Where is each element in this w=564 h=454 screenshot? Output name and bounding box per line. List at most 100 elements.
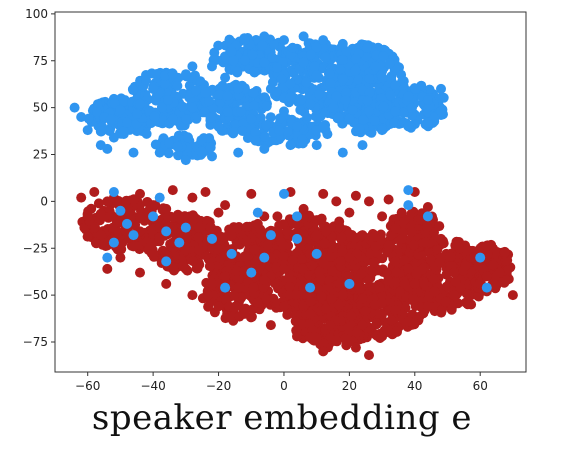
y-tick-label: −50	[23, 288, 48, 302]
data-point	[241, 236, 252, 247]
data-point	[335, 256, 346, 267]
data-point	[337, 147, 348, 158]
data-point	[233, 83, 244, 94]
data-point	[337, 246, 347, 257]
data-point	[236, 106, 247, 117]
data-point	[326, 293, 337, 304]
data-point	[249, 244, 260, 255]
data-point	[311, 215, 322, 226]
data-point	[428, 274, 439, 285]
y-tick-label: −75	[23, 335, 48, 349]
data-point	[135, 188, 145, 199]
data-point	[207, 103, 218, 114]
data-point	[311, 42, 322, 53]
data-point	[410, 84, 421, 95]
data-point	[403, 91, 414, 102]
data-point	[239, 35, 250, 46]
data-point	[292, 218, 302, 229]
data-point	[492, 247, 502, 257]
data-point	[325, 251, 336, 262]
y-tick-label: −25	[23, 241, 48, 255]
data-point	[265, 230, 276, 241]
data-point	[213, 207, 224, 218]
data-point	[350, 53, 361, 64]
data-point	[285, 78, 296, 89]
data-point	[481, 271, 492, 282]
data-point	[167, 185, 178, 196]
data-point	[370, 241, 381, 252]
data-point	[390, 256, 401, 267]
data-point	[128, 230, 139, 241]
data-point	[180, 222, 191, 233]
data-point	[246, 267, 257, 278]
data-point	[150, 139, 161, 150]
data-point	[354, 123, 365, 134]
data-point	[109, 98, 120, 109]
data-point	[259, 57, 270, 68]
data-point	[436, 233, 446, 244]
data-point	[337, 55, 348, 65]
data-point	[188, 256, 198, 267]
data-point	[156, 102, 167, 113]
data-point	[395, 286, 405, 297]
data-point	[321, 303, 332, 314]
data-point	[82, 125, 93, 136]
data-point	[449, 267, 459, 278]
data-point	[390, 106, 401, 117]
data-point	[222, 91, 233, 101]
data-point	[220, 271, 231, 282]
data-point	[254, 264, 265, 275]
data-point	[298, 31, 309, 42]
data-point	[149, 111, 160, 122]
data-point	[181, 114, 191, 125]
data-point	[196, 146, 207, 157]
data-point	[422, 202, 433, 212]
data-point	[159, 70, 170, 81]
data-point	[250, 135, 261, 146]
data-point	[352, 74, 363, 85]
data-point	[337, 38, 348, 49]
data-point	[187, 192, 198, 203]
data-point	[378, 51, 389, 62]
x-tick-label: 20	[342, 379, 357, 393]
data-point	[481, 282, 492, 293]
data-point	[391, 267, 402, 278]
data-point	[356, 269, 367, 279]
data-point	[102, 143, 113, 154]
data-point	[399, 278, 410, 289]
data-point	[204, 133, 215, 144]
data-point	[167, 113, 178, 124]
data-point	[167, 68, 178, 79]
data-point	[82, 211, 93, 222]
data-point	[232, 66, 243, 77]
data-point	[336, 232, 347, 243]
data-point	[271, 262, 282, 273]
data-point	[193, 245, 204, 256]
data-point	[261, 120, 272, 131]
data-point	[259, 275, 270, 286]
data-point	[269, 40, 279, 51]
data-point	[148, 211, 159, 222]
data-point	[128, 241, 139, 252]
data-point	[398, 107, 409, 118]
data-point	[409, 278, 420, 289]
data-point	[390, 277, 401, 288]
data-point	[279, 106, 289, 117]
data-point	[282, 126, 293, 137]
data-point	[352, 327, 363, 338]
data-point	[475, 252, 486, 263]
data-point	[161, 226, 172, 237]
data-point	[344, 278, 355, 289]
data-point	[172, 80, 183, 91]
data-point	[163, 148, 174, 159]
data-point	[384, 296, 395, 306]
plot-frame	[54, 11, 527, 373]
data-point	[248, 282, 259, 293]
data-point	[403, 316, 414, 327]
data-point	[159, 78, 170, 89]
data-point	[241, 221, 252, 232]
data-point	[127, 84, 138, 95]
x-tick-label: −40	[140, 379, 165, 393]
data-point	[425, 254, 436, 265]
data-point	[174, 237, 185, 248]
